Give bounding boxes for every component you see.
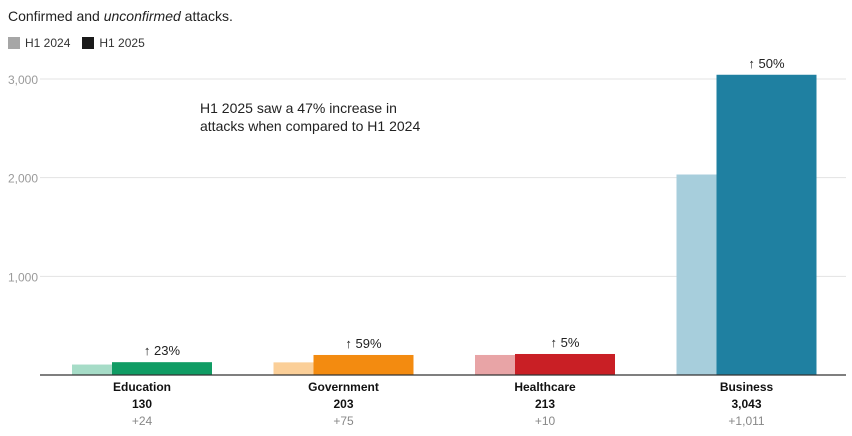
category-change: +1,011 [728, 414, 764, 428]
chart-annotation: H1 2025 saw a 47% increase in attacks wh… [200, 100, 421, 134]
legend-item-h1-2024: H1 2024 [8, 36, 70, 50]
legend-swatch-h1-2025 [82, 37, 95, 49]
category-change: +75 [333, 414, 354, 428]
percent-change-label: ↑ 5% [551, 335, 580, 350]
category-total: 213 [535, 397, 555, 411]
y-tick-label: 1,000 [8, 270, 38, 284]
category-change: +10 [535, 414, 556, 428]
bar-h1-2024 [273, 362, 314, 375]
legend-swatch-h1-2024 [8, 37, 20, 49]
legend-item-h1-2025: H1 2025 [82, 36, 145, 50]
legend-label-h1-2024: H1 2024 [25, 36, 71, 50]
bar-h1-2025 [716, 74, 817, 376]
category-label: Government [308, 380, 379, 394]
percent-change-label: ↑ 59% [345, 336, 382, 351]
bar-h1-2025 [112, 362, 212, 375]
chart-subtitle: Confirmed and unconfirmed attacks. [8, 8, 233, 24]
legend-label-h1-2025: H1 2025 [99, 36, 145, 50]
category-total: 130 [132, 397, 152, 411]
category-change: +24 [132, 414, 153, 428]
percent-change-label: ↑ 23% [144, 343, 181, 358]
bar-h1-2025 [313, 354, 414, 375]
y-tick-label: 3,000 [8, 73, 38, 87]
category-label: Education [113, 380, 171, 394]
bar-h1-2024 [72, 364, 112, 375]
category-total: 203 [333, 397, 353, 411]
bar-h1-2024 [475, 354, 515, 375]
legend: H1 2024 H1 2025 [8, 36, 157, 50]
category-label: Healthcare [514, 380, 576, 394]
y-tick-label: 2,000 [8, 172, 38, 186]
category-label: Business [720, 380, 774, 394]
bar-h1-2024 [676, 174, 717, 375]
subtitle-emphasis: unconfirmed [103, 8, 181, 24]
percent-change-label: ↑ 50% [748, 56, 785, 71]
category-total: 3,043 [731, 397, 761, 411]
bar-h1-2025 [515, 353, 615, 375]
